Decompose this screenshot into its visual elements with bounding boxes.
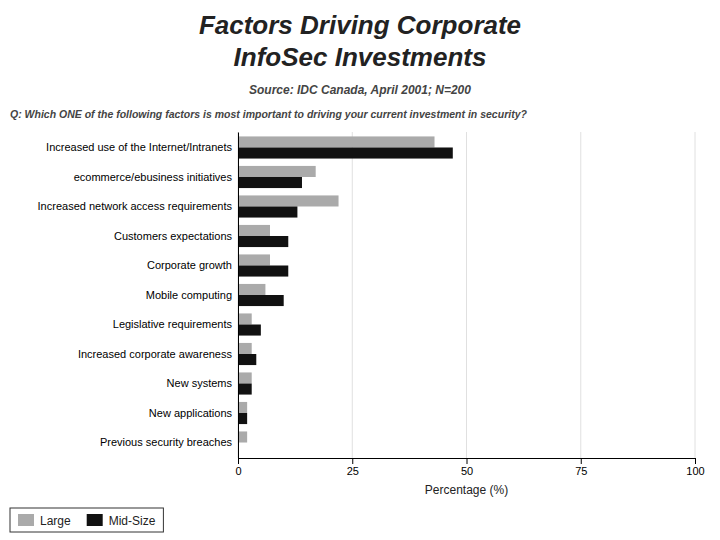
tick-label: 75 — [575, 465, 587, 477]
legend-swatch — [87, 514, 103, 526]
bar — [238, 147, 453, 158]
tick: Legislative requirements — [113, 318, 233, 330]
tick-mark — [695, 458, 696, 464]
tick: Mobile computing — [146, 289, 232, 301]
bar — [238, 313, 252, 324]
annotation: Q: Which ONE of the following factors is… — [10, 108, 527, 120]
tick-label: Previous security breaches — [100, 436, 233, 448]
plot: 0 25 50 75 100 Increased use of the Internet/… — [38, 132, 705, 497]
tick-label: Increased use of the Internet/Intranets — [46, 141, 232, 153]
bar — [238, 284, 265, 295]
tick: ecommerce/ebusiness initiatives — [74, 171, 233, 183]
x-axis: 0 25 50 75 100 — [235, 458, 704, 477]
bar — [238, 384, 252, 395]
bar — [238, 195, 339, 206]
bar — [238, 354, 256, 365]
tick: New systems — [167, 377, 233, 389]
tick-label: Legislative requirements — [113, 318, 233, 330]
tick: 75 — [575, 458, 587, 477]
axis-title: Percentage (%) — [425, 483, 508, 497]
bar — [238, 225, 270, 236]
subtitle: Source: IDC Canada, April 2001; N=200 — [249, 83, 471, 97]
tick: 100 — [686, 458, 704, 477]
tick-label: 100 — [686, 465, 704, 477]
tick-label: Increased network access requirements — [38, 200, 233, 212]
legend-item: Mid-Size — [87, 514, 156, 528]
bar — [238, 431, 247, 442]
tick: 0 — [235, 458, 241, 477]
tick-label: New systems — [167, 377, 233, 389]
tick-label: 50 — [461, 465, 473, 477]
legend-label: Large — [40, 514, 71, 528]
bar — [238, 413, 247, 424]
legend: Large Mid-Size — [10, 508, 163, 532]
legend-label: Mid-Size — [109, 514, 156, 528]
tick: Previous security breaches — [100, 436, 233, 448]
bars — [238, 136, 453, 442]
axis-line — [239, 459, 696, 465]
tick-mark — [352, 458, 353, 464]
tick-label: 0 — [235, 465, 241, 477]
bar — [238, 236, 288, 247]
bar — [238, 325, 261, 336]
tick-label: Corporate growth — [147, 259, 232, 271]
title: Factors Driving Corporate — [199, 10, 521, 40]
bar — [238, 402, 247, 413]
tick-label: ecommerce/ebusiness initiatives — [74, 171, 233, 183]
tick-label: 25 — [347, 465, 359, 477]
tick-label: Customers expectations — [114, 230, 232, 242]
bar — [238, 265, 288, 276]
grid-line — [695, 132, 696, 458]
grid-line — [352, 132, 353, 458]
bar — [238, 295, 284, 306]
y-axis: Increased use of the Internet/Intranets e… — [38, 133, 239, 459]
bar — [238, 254, 270, 265]
series — [238, 147, 453, 424]
tick: 25 — [347, 458, 359, 477]
tick-mark — [581, 458, 582, 464]
tick-label: Increased corporate awareness — [78, 348, 233, 360]
title: InfoSec Investments — [234, 42, 487, 72]
legend-item: Large — [18, 514, 71, 528]
bar — [238, 372, 252, 383]
bar — [238, 177, 302, 188]
tick-mark — [467, 458, 468, 464]
grid-line — [580, 132, 581, 458]
bar — [238, 343, 252, 354]
tick: Customers expectations — [114, 230, 232, 242]
series — [238, 136, 435, 442]
tick: Increased use of the Internet/Intranets — [46, 141, 232, 153]
legend-frame — [10, 508, 163, 532]
tick-label: New applications — [149, 407, 233, 419]
tick: Corporate growth — [147, 259, 232, 271]
tick: New applications — [149, 407, 233, 419]
chart: Factors Driving CorporateInfoSec Investm… — [0, 0, 720, 540]
tick-mark — [238, 458, 239, 464]
bar — [238, 206, 297, 217]
bar — [238, 136, 435, 147]
grid-line — [466, 132, 467, 458]
axis-line — [238, 133, 239, 459]
grid-line — [238, 132, 239, 458]
tick-label: Mobile computing — [146, 289, 232, 301]
grid — [238, 132, 695, 458]
legend-swatch — [18, 514, 34, 526]
tick: Increased network access requirements — [38, 200, 233, 212]
tick: Increased corporate awareness — [78, 348, 233, 360]
bar — [238, 166, 316, 177]
tick: 50 — [461, 458, 473, 477]
